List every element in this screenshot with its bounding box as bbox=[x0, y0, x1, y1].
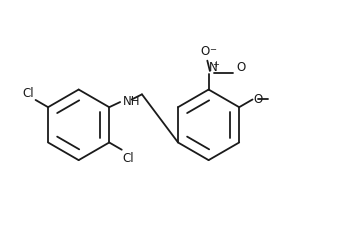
Text: Cl: Cl bbox=[122, 151, 134, 164]
Text: O: O bbox=[201, 45, 210, 58]
Text: O: O bbox=[236, 61, 245, 74]
Text: −: − bbox=[209, 45, 216, 54]
Text: +: + bbox=[212, 60, 219, 69]
Text: NH: NH bbox=[123, 95, 140, 108]
Text: O: O bbox=[254, 93, 263, 106]
Text: Cl: Cl bbox=[22, 87, 34, 100]
Text: N: N bbox=[209, 61, 218, 74]
